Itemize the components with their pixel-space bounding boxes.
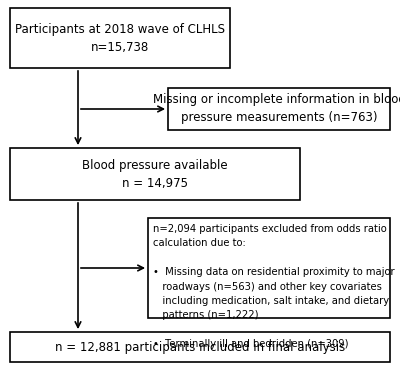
Text: n = 12,881 participants included in final analysis: n = 12,881 participants included in fina…	[55, 340, 345, 353]
Bar	[148, 218, 390, 318]
Bar	[10, 332, 390, 362]
Text: n=2,094 participants excluded from odds ratio
calculation due to:

•  Missing da: n=2,094 participants excluded from odds …	[153, 224, 395, 349]
Text: Participants at 2018 wave of CLHLS
n=15,738: Participants at 2018 wave of CLHLS n=15,…	[15, 23, 225, 54]
Bar	[168, 88, 390, 130]
Bar	[10, 8, 230, 68]
Text: Missing or incomplete information in blood
pressure measurements (n=763): Missing or incomplete information in blo…	[152, 94, 400, 124]
Bar	[10, 148, 300, 200]
Text: Blood pressure available
n = 14,975: Blood pressure available n = 14,975	[82, 158, 228, 189]
